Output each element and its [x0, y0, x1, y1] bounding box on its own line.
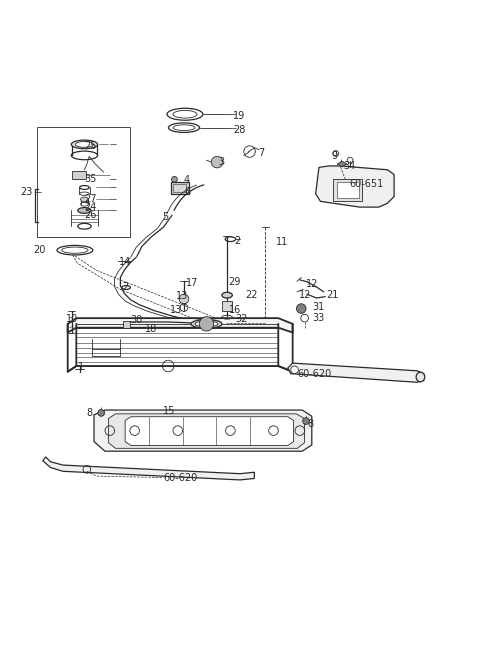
Text: 15: 15	[163, 406, 176, 416]
Text: 22: 22	[245, 290, 257, 300]
Polygon shape	[288, 363, 424, 382]
Text: 10: 10	[66, 314, 78, 324]
Text: 8: 8	[86, 408, 92, 418]
Text: 28: 28	[233, 124, 245, 134]
Bar	[336, 182, 359, 198]
Text: 8: 8	[307, 420, 313, 430]
Text: 13: 13	[170, 305, 182, 315]
Text: 11: 11	[276, 237, 288, 247]
Text: 26: 26	[84, 209, 97, 219]
Text: 31: 31	[312, 302, 324, 312]
Text: 14: 14	[120, 257, 132, 267]
Text: 23: 23	[20, 188, 32, 198]
Text: 60-651: 60-651	[349, 179, 384, 189]
Text: 1: 1	[78, 362, 84, 372]
Text: 19: 19	[233, 111, 245, 121]
Circle shape	[291, 366, 299, 374]
Text: 3: 3	[218, 157, 225, 167]
Ellipse shape	[72, 140, 97, 149]
Polygon shape	[108, 414, 305, 448]
Text: 29: 29	[228, 277, 241, 287]
Text: 12: 12	[300, 290, 312, 300]
Circle shape	[171, 176, 177, 182]
Ellipse shape	[75, 142, 94, 147]
Ellipse shape	[222, 293, 232, 298]
Bar	[333, 180, 362, 201]
Ellipse shape	[78, 207, 91, 213]
Text: 35: 35	[84, 174, 97, 184]
Polygon shape	[68, 318, 293, 332]
Text: 33: 33	[312, 313, 324, 323]
Text: 32: 32	[235, 314, 248, 324]
Bar	[173, 184, 186, 192]
Text: 27: 27	[84, 194, 97, 204]
Text: 12: 12	[306, 279, 318, 289]
Text: 25: 25	[84, 141, 97, 151]
Text: 7: 7	[258, 148, 264, 158]
Polygon shape	[43, 457, 254, 480]
Text: 20: 20	[33, 245, 46, 255]
Ellipse shape	[416, 372, 425, 382]
Bar	[222, 301, 232, 311]
Text: 18: 18	[145, 324, 157, 334]
Text: 21: 21	[326, 290, 338, 300]
Text: 2: 2	[234, 235, 240, 245]
Ellipse shape	[191, 320, 222, 329]
Bar	[123, 321, 131, 328]
Bar	[36, 127, 130, 237]
Circle shape	[303, 418, 310, 424]
Ellipse shape	[195, 321, 218, 327]
Text: 5: 5	[162, 211, 168, 221]
Circle shape	[297, 304, 306, 313]
Text: 4: 4	[184, 176, 190, 186]
Polygon shape	[94, 410, 312, 451]
Circle shape	[211, 156, 223, 168]
Text: 6: 6	[184, 188, 190, 198]
Text: 34: 34	[343, 161, 355, 171]
Circle shape	[199, 317, 214, 331]
Text: 13: 13	[176, 291, 189, 301]
Polygon shape	[337, 161, 347, 167]
Text: 60-620: 60-620	[163, 473, 198, 483]
Bar	[170, 182, 189, 194]
Circle shape	[179, 294, 189, 304]
Text: 9: 9	[331, 152, 337, 162]
Text: 17: 17	[186, 278, 199, 288]
Text: 24: 24	[84, 202, 97, 212]
Text: 16: 16	[228, 305, 241, 315]
Circle shape	[98, 410, 105, 416]
Text: 60-620: 60-620	[298, 368, 332, 378]
Text: 2: 2	[123, 281, 129, 291]
Bar	[72, 171, 86, 180]
Text: 30: 30	[130, 315, 142, 325]
Polygon shape	[316, 166, 394, 207]
Polygon shape	[125, 417, 294, 446]
Ellipse shape	[81, 197, 88, 202]
